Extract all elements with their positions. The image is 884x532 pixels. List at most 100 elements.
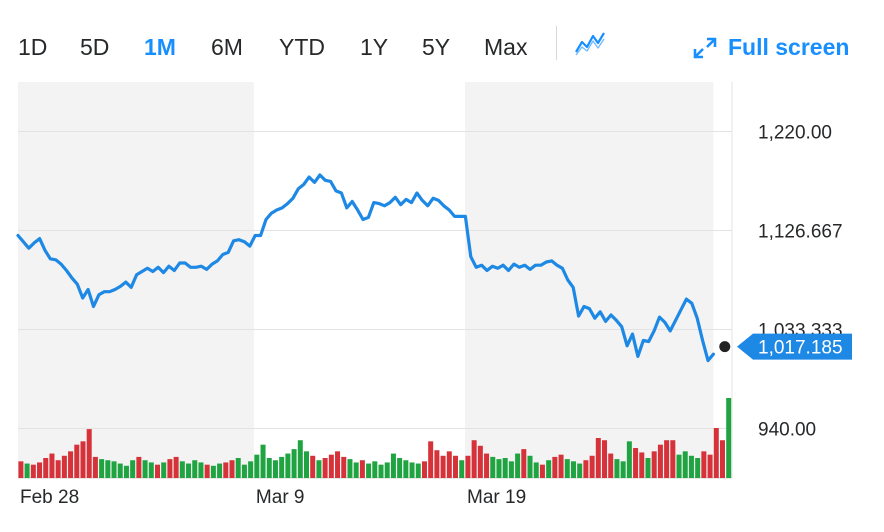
volume-bar xyxy=(434,450,440,478)
volume-bar xyxy=(490,456,496,478)
volume-bar xyxy=(285,453,291,478)
volume-bar xyxy=(651,451,657,478)
expand-arrows-icon xyxy=(693,37,717,59)
volume-bar xyxy=(254,454,260,478)
volume-bar xyxy=(602,440,608,478)
volume-bar xyxy=(37,462,43,478)
volume-bar xyxy=(260,444,266,478)
volume-bar xyxy=(43,458,49,478)
line-chart-icon xyxy=(575,32,605,56)
x-tick-label-2: Mar 19 xyxy=(467,487,526,508)
y-tick-label-1: 1,126.667 xyxy=(758,222,843,243)
volume-bar xyxy=(161,462,167,478)
volume-bar xyxy=(713,428,719,478)
volume-bar xyxy=(80,441,86,478)
volume-bar xyxy=(55,460,61,478)
volume-bar xyxy=(167,459,173,478)
volume-bar xyxy=(92,456,98,478)
volume-bar xyxy=(695,458,701,478)
volume-bar xyxy=(279,456,285,478)
volume-bar xyxy=(552,456,558,478)
volume-bar xyxy=(595,438,601,478)
volume-bar xyxy=(210,465,216,478)
range-1y-button[interactable]: 1Y xyxy=(360,30,388,64)
volume-bar xyxy=(496,459,502,478)
volume-bar xyxy=(198,462,204,478)
volume-bar xyxy=(558,454,564,478)
volume-bar xyxy=(68,451,74,478)
shaded-band-1 xyxy=(465,82,714,478)
volume-bar xyxy=(229,460,235,478)
volume-bar xyxy=(521,449,527,478)
chart-type-button[interactable] xyxy=(574,30,610,60)
volume-bar xyxy=(421,461,427,478)
volume-bar xyxy=(248,461,254,478)
volume-bar xyxy=(316,460,322,478)
volume-bar xyxy=(440,455,446,478)
volume-bar xyxy=(304,451,310,478)
volume-bar xyxy=(570,461,576,478)
volume-bar xyxy=(204,464,210,478)
volume-bar xyxy=(30,464,36,478)
range-5d-button[interactable]: 5D xyxy=(80,30,109,64)
volume-bar xyxy=(428,441,434,478)
range-max-button[interactable]: Max xyxy=(484,30,527,64)
volume-bar xyxy=(335,451,341,478)
volume-bar xyxy=(614,459,620,478)
volume-bar xyxy=(664,440,670,478)
volume-bar xyxy=(111,461,117,478)
volume-bar xyxy=(272,460,278,478)
volume-bar xyxy=(359,460,365,478)
volume-bar xyxy=(173,456,179,478)
volume-bars xyxy=(18,398,732,478)
volume-bar xyxy=(397,458,403,478)
volume-bar xyxy=(266,458,272,478)
volume-bar xyxy=(123,465,129,478)
x-tick-label-1: Mar 9 xyxy=(256,487,305,508)
volume-bar xyxy=(24,463,30,478)
volume-bar xyxy=(515,453,521,478)
x-axis-labels: Feb 28 Mar 9 Mar 19 xyxy=(20,487,526,508)
volume-bar xyxy=(539,464,545,478)
volume-bar xyxy=(682,451,688,478)
volume-bar xyxy=(310,455,316,478)
volume-bar xyxy=(372,461,378,478)
volume-bar xyxy=(508,461,514,478)
range-ytd-button[interactable]: YTD xyxy=(279,30,325,64)
volume-bar xyxy=(546,460,552,478)
volume-bar xyxy=(645,458,651,478)
volume-bar xyxy=(701,451,707,478)
range-6m-button[interactable]: 6M xyxy=(211,30,243,64)
volume-bar xyxy=(61,455,67,478)
volume-bar xyxy=(223,462,229,478)
volume-bar xyxy=(378,464,384,478)
volume-bar xyxy=(297,440,303,478)
volume-bar xyxy=(533,462,539,478)
volume-bar xyxy=(453,455,459,478)
current-price-tag: 1,017.185 xyxy=(737,333,852,360)
volume-bar xyxy=(676,454,682,478)
volume-bar xyxy=(446,451,452,478)
last-price-dot xyxy=(719,341,731,353)
volume-bar xyxy=(564,459,570,478)
volume-bar xyxy=(670,440,676,478)
volume-bar xyxy=(484,453,490,478)
range-5y-button[interactable]: 5Y xyxy=(422,30,450,64)
volume-bar xyxy=(154,464,160,478)
volume-bar xyxy=(148,462,154,478)
range-1d-button[interactable]: 1D xyxy=(18,30,47,64)
volume-bar xyxy=(502,458,508,478)
range-toolbar: 1D 5D 1M 6M YTD 1Y 5Y Max Full screen xyxy=(0,0,884,82)
volume-bar xyxy=(328,454,334,478)
current-price-label: 1,017.185 xyxy=(758,338,843,359)
range-1m-button[interactable]: 1M xyxy=(144,30,176,64)
volume-bar xyxy=(403,460,409,478)
volume-bar xyxy=(192,460,198,478)
volume-bar xyxy=(384,462,390,478)
volume-bar xyxy=(366,463,372,478)
volume-bar xyxy=(130,460,136,478)
volume-bar xyxy=(353,462,359,478)
volume-bar xyxy=(105,460,111,478)
